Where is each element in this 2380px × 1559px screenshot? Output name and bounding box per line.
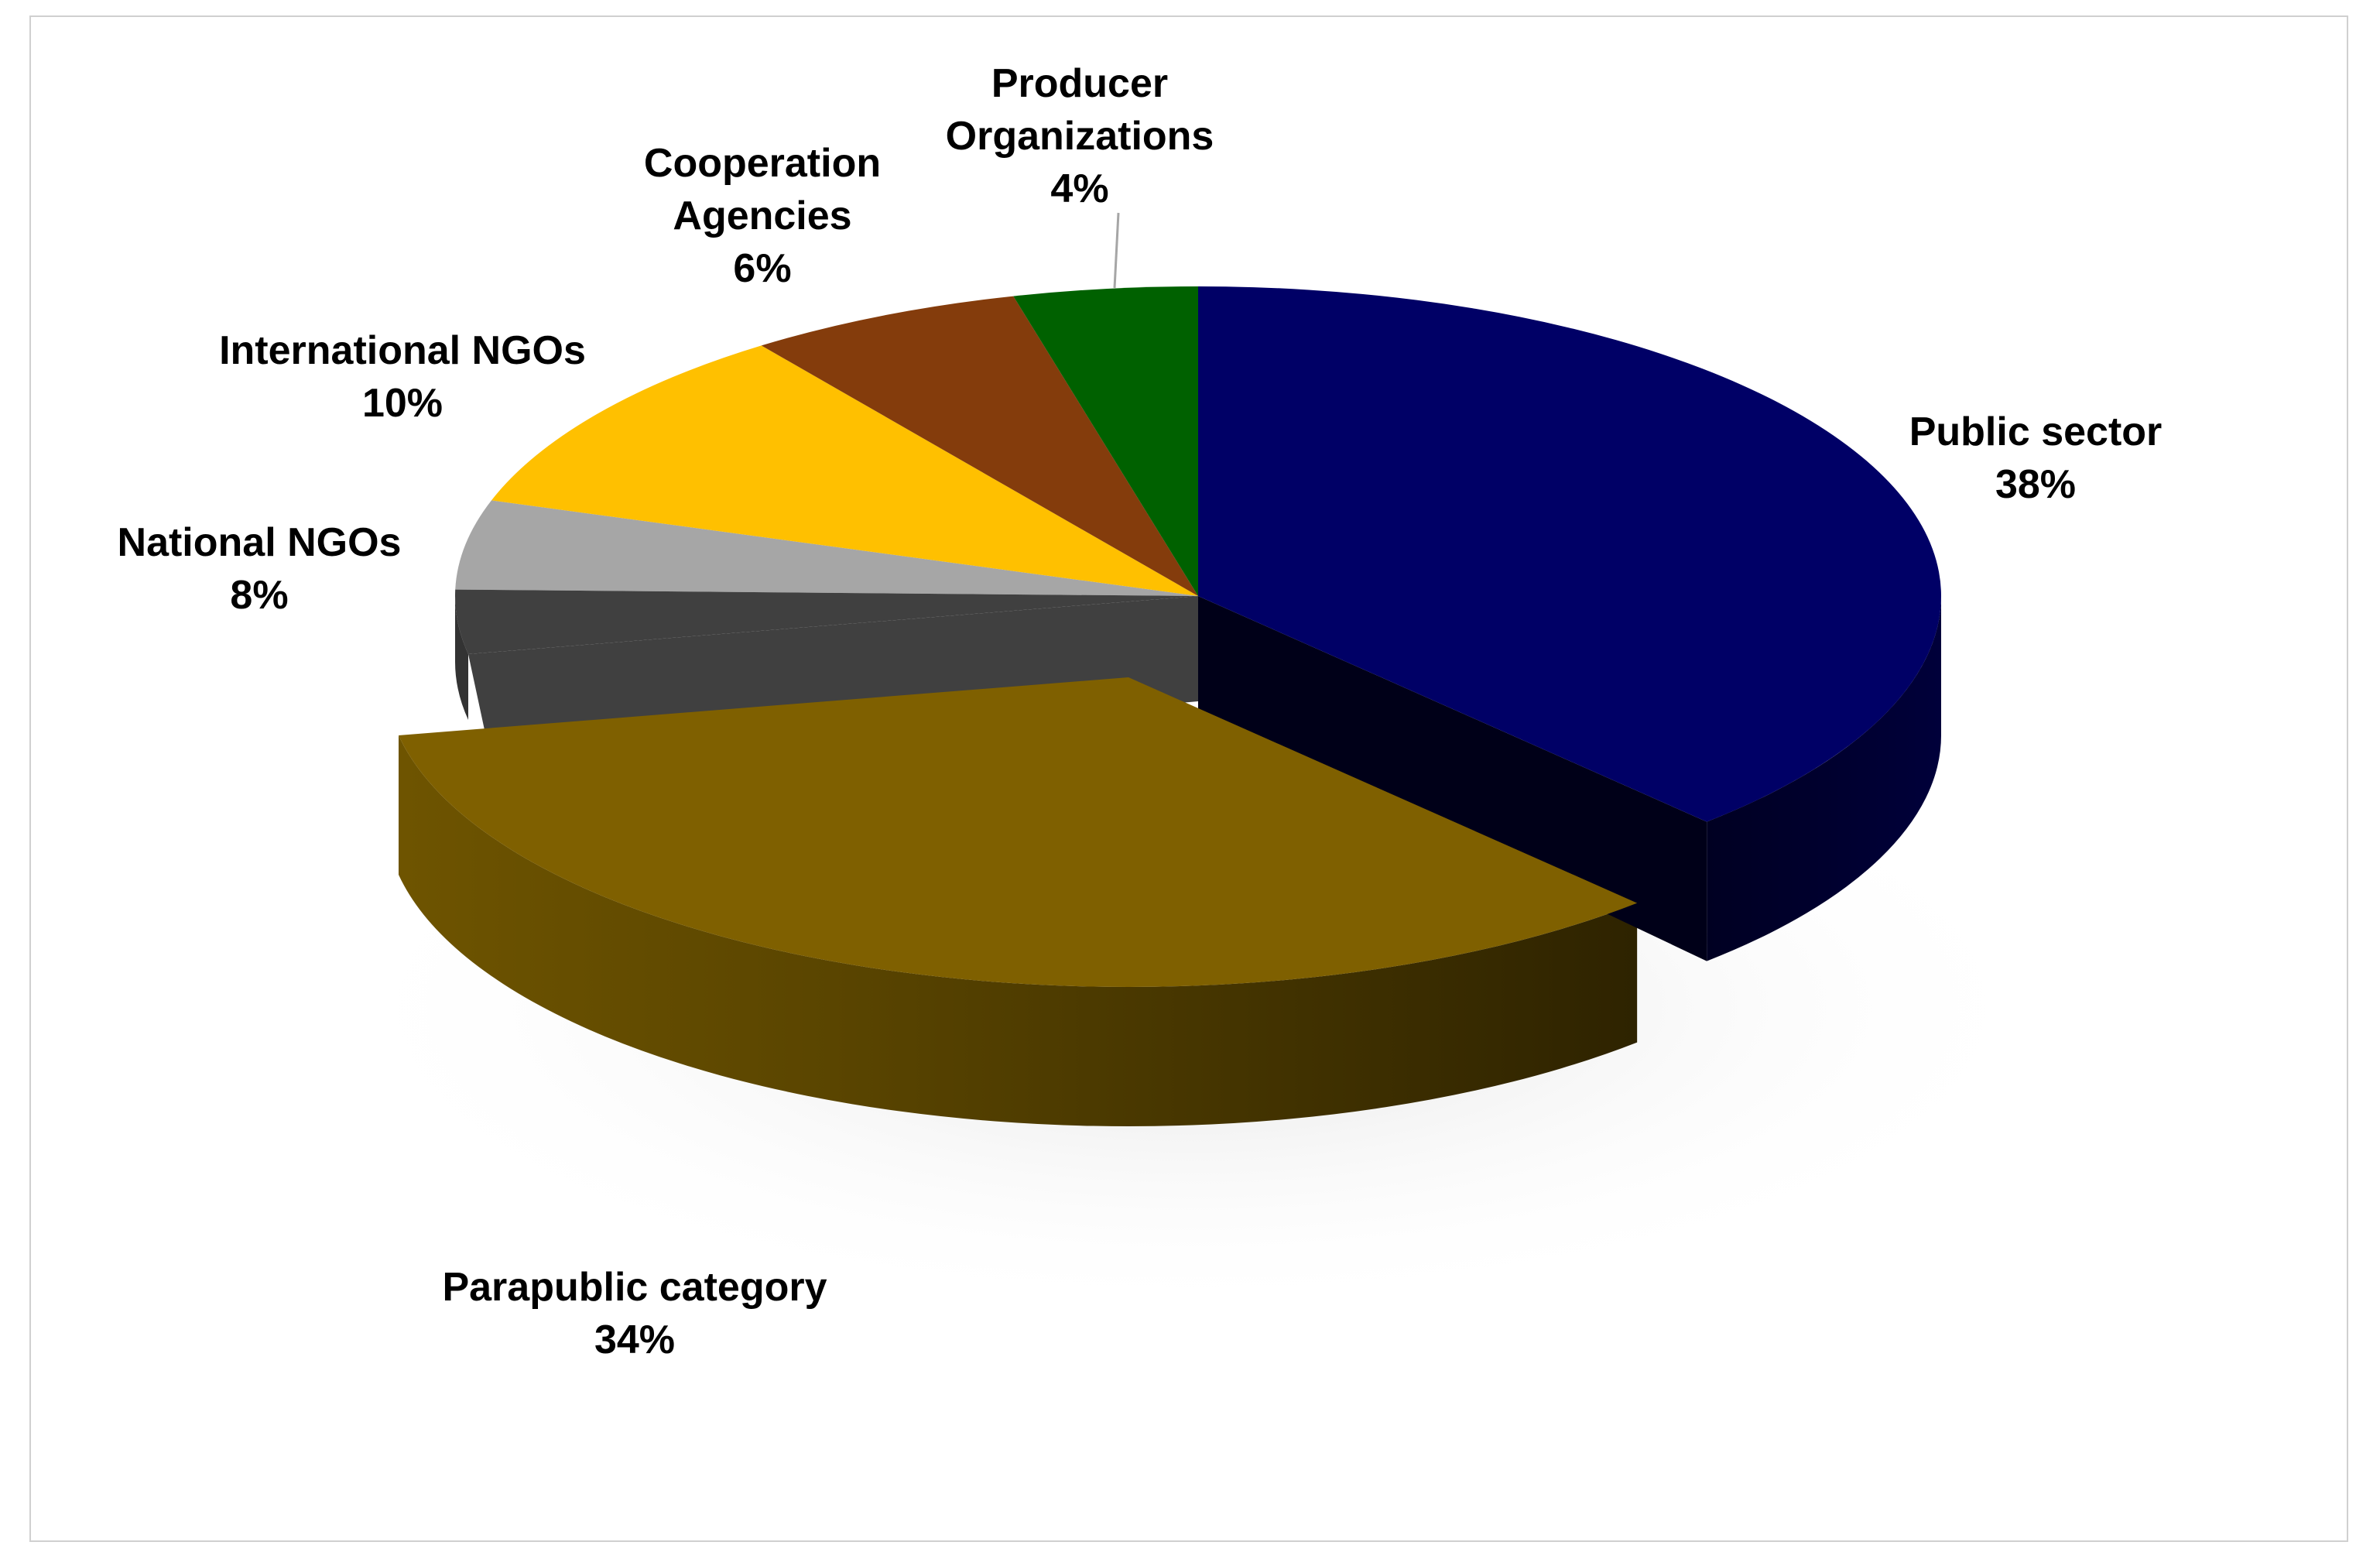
leader-line-producer-organizations	[1113, 212, 1120, 289]
pie-slice-parapublic-category	[399, 677, 1638, 987]
pie-tops	[399, 286, 1942, 987]
slice-label-national-ngos: National NGOs 8%	[118, 520, 402, 618]
pie-side-parapublic-category	[399, 735, 1638, 1126]
pie-slice-international-ngos	[491, 345, 1198, 596]
slice-label-cooperation-agencies: Cooperation Agencies 6%	[644, 141, 881, 291]
pie-labels: Public sector 38% Parapublic category 34% Na…	[118, 61, 2163, 1362]
pie-side-public-sector	[1707, 596, 1941, 961]
pie-slice-public-sector	[1198, 286, 1942, 822]
pie-slice-producer-organizations	[1013, 286, 1198, 596]
pie-inner-wall-public-sector	[1198, 596, 1707, 961]
pie-slice-wedge-2	[455, 589, 1198, 654]
pie-slice-cooperation-agencies	[761, 296, 1198, 596]
pie-sides	[399, 596, 1941, 1126]
pie-slice-national-ngos	[455, 500, 1198, 596]
pie-side-wedge-2	[455, 596, 469, 720]
slice-label-parapublic-category: Parapublic category 34%	[442, 1265, 827, 1362]
slice-label-international-ngos: International NGOs 10%	[219, 328, 586, 426]
slice-label-public-sector: Public sector 38%	[1909, 409, 2163, 507]
slice-label-producer-organizations: Producer Organizations 4%	[946, 61, 1214, 211]
pie-leaders	[1113, 212, 1120, 289]
